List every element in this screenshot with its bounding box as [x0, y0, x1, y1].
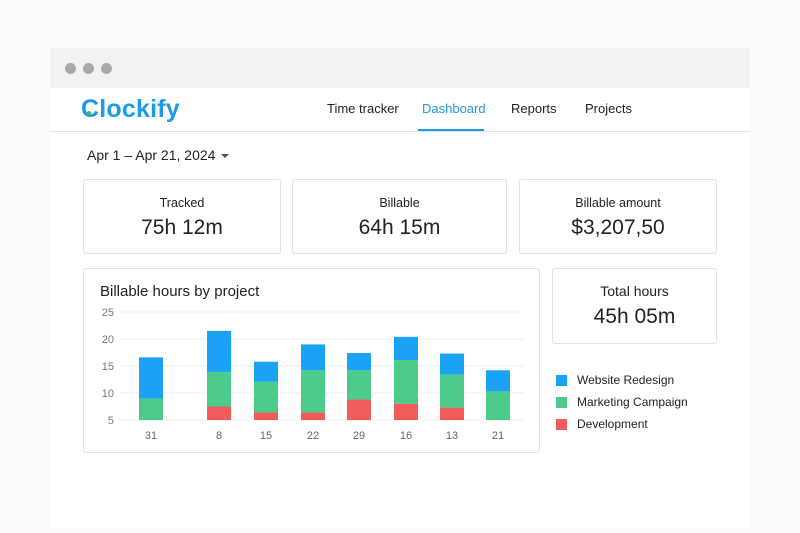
stat-label: Billable amount — [575, 196, 661, 210]
chart-title: Billable hours by project — [100, 283, 260, 300]
x-tick-label: 21 — [492, 430, 504, 442]
stat-value: $3,207,50 — [571, 216, 665, 239]
bar-segment-marketing-campaign — [254, 381, 278, 413]
stat-card-tracked: Tracked 75h 12m — [83, 179, 281, 254]
tab-projects[interactable]: Projects — [585, 101, 632, 116]
x-tick-label: 29 — [353, 430, 365, 442]
y-tick-label: 15 — [102, 361, 114, 373]
legend-swatch — [556, 418, 567, 430]
x-tick-label: 8 — [216, 430, 222, 442]
bar-segment-website-redesign — [486, 370, 510, 392]
y-tick-label: 20 — [102, 334, 114, 346]
bar-segment-marketing-campaign — [207, 371, 231, 407]
y-tick-label: 25 — [102, 307, 114, 319]
top-nav: Clockify Time tracker Dashboard Reports … — [50, 88, 750, 132]
legend-swatch — [556, 396, 567, 408]
stat-card-billable-amount: Billable amount $3,207,50 — [519, 179, 717, 254]
legend-item-website: Website Redesign — [556, 369, 688, 391]
bar-segment-website-redesign — [207, 330, 231, 372]
maximize-button[interactable] — [101, 63, 112, 74]
chart-plot: 5 10 15 20 25 31 8 15 22 29 16 13 21 — [102, 307, 524, 442]
bar-segment-marketing-campaign — [347, 370, 371, 400]
logo[interactable]: Clockify — [81, 95, 180, 124]
legend-item-development: Development — [556, 413, 688, 435]
caret-down-icon — [221, 154, 230, 159]
stat-value: 75h 12m — [141, 216, 223, 239]
bar-segment-marketing-campaign — [440, 374, 464, 408]
legend-label: Marketing Campaign — [577, 395, 688, 409]
stat-value: 64h 15m — [358, 216, 441, 239]
billable-hours-chart: Billable hours by project 5 10 15 20 25 31 8 15… — [83, 268, 540, 453]
legend-swatch — [556, 374, 567, 386]
x-tick-label: 16 — [400, 430, 412, 442]
logo-dot-icon — [87, 111, 91, 115]
bar-segment-website-redesign — [347, 353, 371, 371]
date-range-label: Apr 1 – Apr 21, 2024 — [87, 147, 216, 163]
minimize-button[interactable] — [83, 63, 94, 74]
legend-item-marketing: Marketing Campaign — [556, 391, 688, 413]
legend-label: Development — [577, 417, 648, 431]
browser-window: Clockify Time tracker Dashboard Reports … — [50, 48, 750, 528]
total-label: Total hours — [600, 283, 669, 299]
bar-segment-development — [347, 399, 371, 420]
legend-label: Website Redesign — [577, 373, 675, 387]
bar-segment-website-redesign — [254, 361, 278, 382]
logo-text: Clockify — [81, 95, 180, 123]
stat-label: Tracked — [159, 196, 205, 210]
x-tick-label: 13 — [446, 430, 458, 442]
x-tick-label: 31 — [145, 430, 157, 442]
x-tick-label: 22 — [307, 430, 319, 442]
bar-segment-development — [394, 403, 418, 420]
bar-segment-marketing-campaign — [394, 360, 418, 404]
total-hours-card: Total hours 45h 05m — [552, 268, 717, 344]
bar-segment-marketing-campaign — [301, 370, 325, 413]
close-button[interactable] — [65, 63, 76, 74]
y-tick-label: 10 — [102, 388, 114, 400]
bar-segment-development — [254, 412, 278, 420]
chart-legend: Website Redesign Marketing Campaign Deve… — [556, 369, 688, 435]
bar-segment-development — [301, 412, 325, 420]
total-value: 45h 05m — [593, 305, 676, 328]
x-tick-label: 15 — [260, 430, 272, 442]
bar-segment-website-redesign — [139, 357, 163, 399]
stat-label: Billable — [379, 196, 420, 210]
bar-segment-website-redesign — [301, 344, 325, 371]
active-tab-indicator — [418, 129, 484, 131]
title-bar — [50, 48, 750, 88]
tab-dashboard[interactable]: Dashboard — [422, 101, 486, 116]
bar-segment-website-redesign — [394, 336, 418, 361]
bar-segment-marketing-campaign — [486, 391, 510, 420]
tab-time-tracker[interactable]: Time tracker — [327, 101, 399, 116]
stat-card-billable: Billable 64h 15m — [292, 179, 507, 254]
y-tick-label: 5 — [108, 415, 114, 427]
bar-segment-development — [440, 407, 464, 420]
bar-segment-development — [207, 406, 231, 420]
tab-reports[interactable]: Reports — [511, 101, 557, 116]
date-range-picker[interactable]: Apr 1 – Apr 21, 2024 — [87, 147, 230, 163]
bar-segment-website-redesign — [440, 353, 464, 375]
bar-segment-marketing-campaign — [139, 398, 163, 420]
